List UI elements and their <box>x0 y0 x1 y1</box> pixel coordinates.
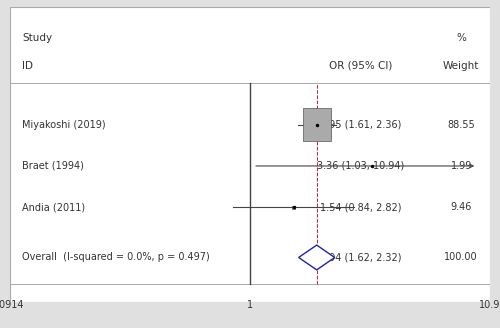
Text: 100.00: 100.00 <box>444 253 478 262</box>
Text: Braet (1994): Braet (1994) <box>22 161 84 171</box>
Bar <box>10 7 490 302</box>
FancyBboxPatch shape <box>292 206 295 209</box>
Text: %: % <box>456 32 466 43</box>
Text: Miyakoshi (2019): Miyakoshi (2019) <box>22 120 105 130</box>
Text: Overall  (I-squared = 0.0%, p = 0.497): Overall (I-squared = 0.0%, p = 0.497) <box>22 253 210 262</box>
FancyBboxPatch shape <box>304 108 331 141</box>
Text: 1: 1 <box>247 300 254 310</box>
Text: ID: ID <box>22 61 33 71</box>
Text: 9.46: 9.46 <box>450 202 472 212</box>
Text: OR (95% CI): OR (95% CI) <box>328 61 392 71</box>
Text: 10.9: 10.9 <box>480 300 500 310</box>
Text: Andia (2011): Andia (2011) <box>22 202 85 212</box>
Text: 1.95 (1.61, 2.36): 1.95 (1.61, 2.36) <box>320 120 401 130</box>
Text: Study: Study <box>22 32 52 43</box>
Polygon shape <box>298 245 334 270</box>
Text: 1.54 (0.84, 2.82): 1.54 (0.84, 2.82) <box>320 202 401 212</box>
Text: Weight: Weight <box>443 61 480 71</box>
Text: 1.94 (1.62, 2.32): 1.94 (1.62, 2.32) <box>320 253 401 262</box>
Text: .0914: .0914 <box>0 300 24 310</box>
Text: 88.55: 88.55 <box>448 120 475 130</box>
Text: 3.36 (1.03, 10.94): 3.36 (1.03, 10.94) <box>317 161 404 171</box>
Text: 1.99: 1.99 <box>450 161 472 171</box>
